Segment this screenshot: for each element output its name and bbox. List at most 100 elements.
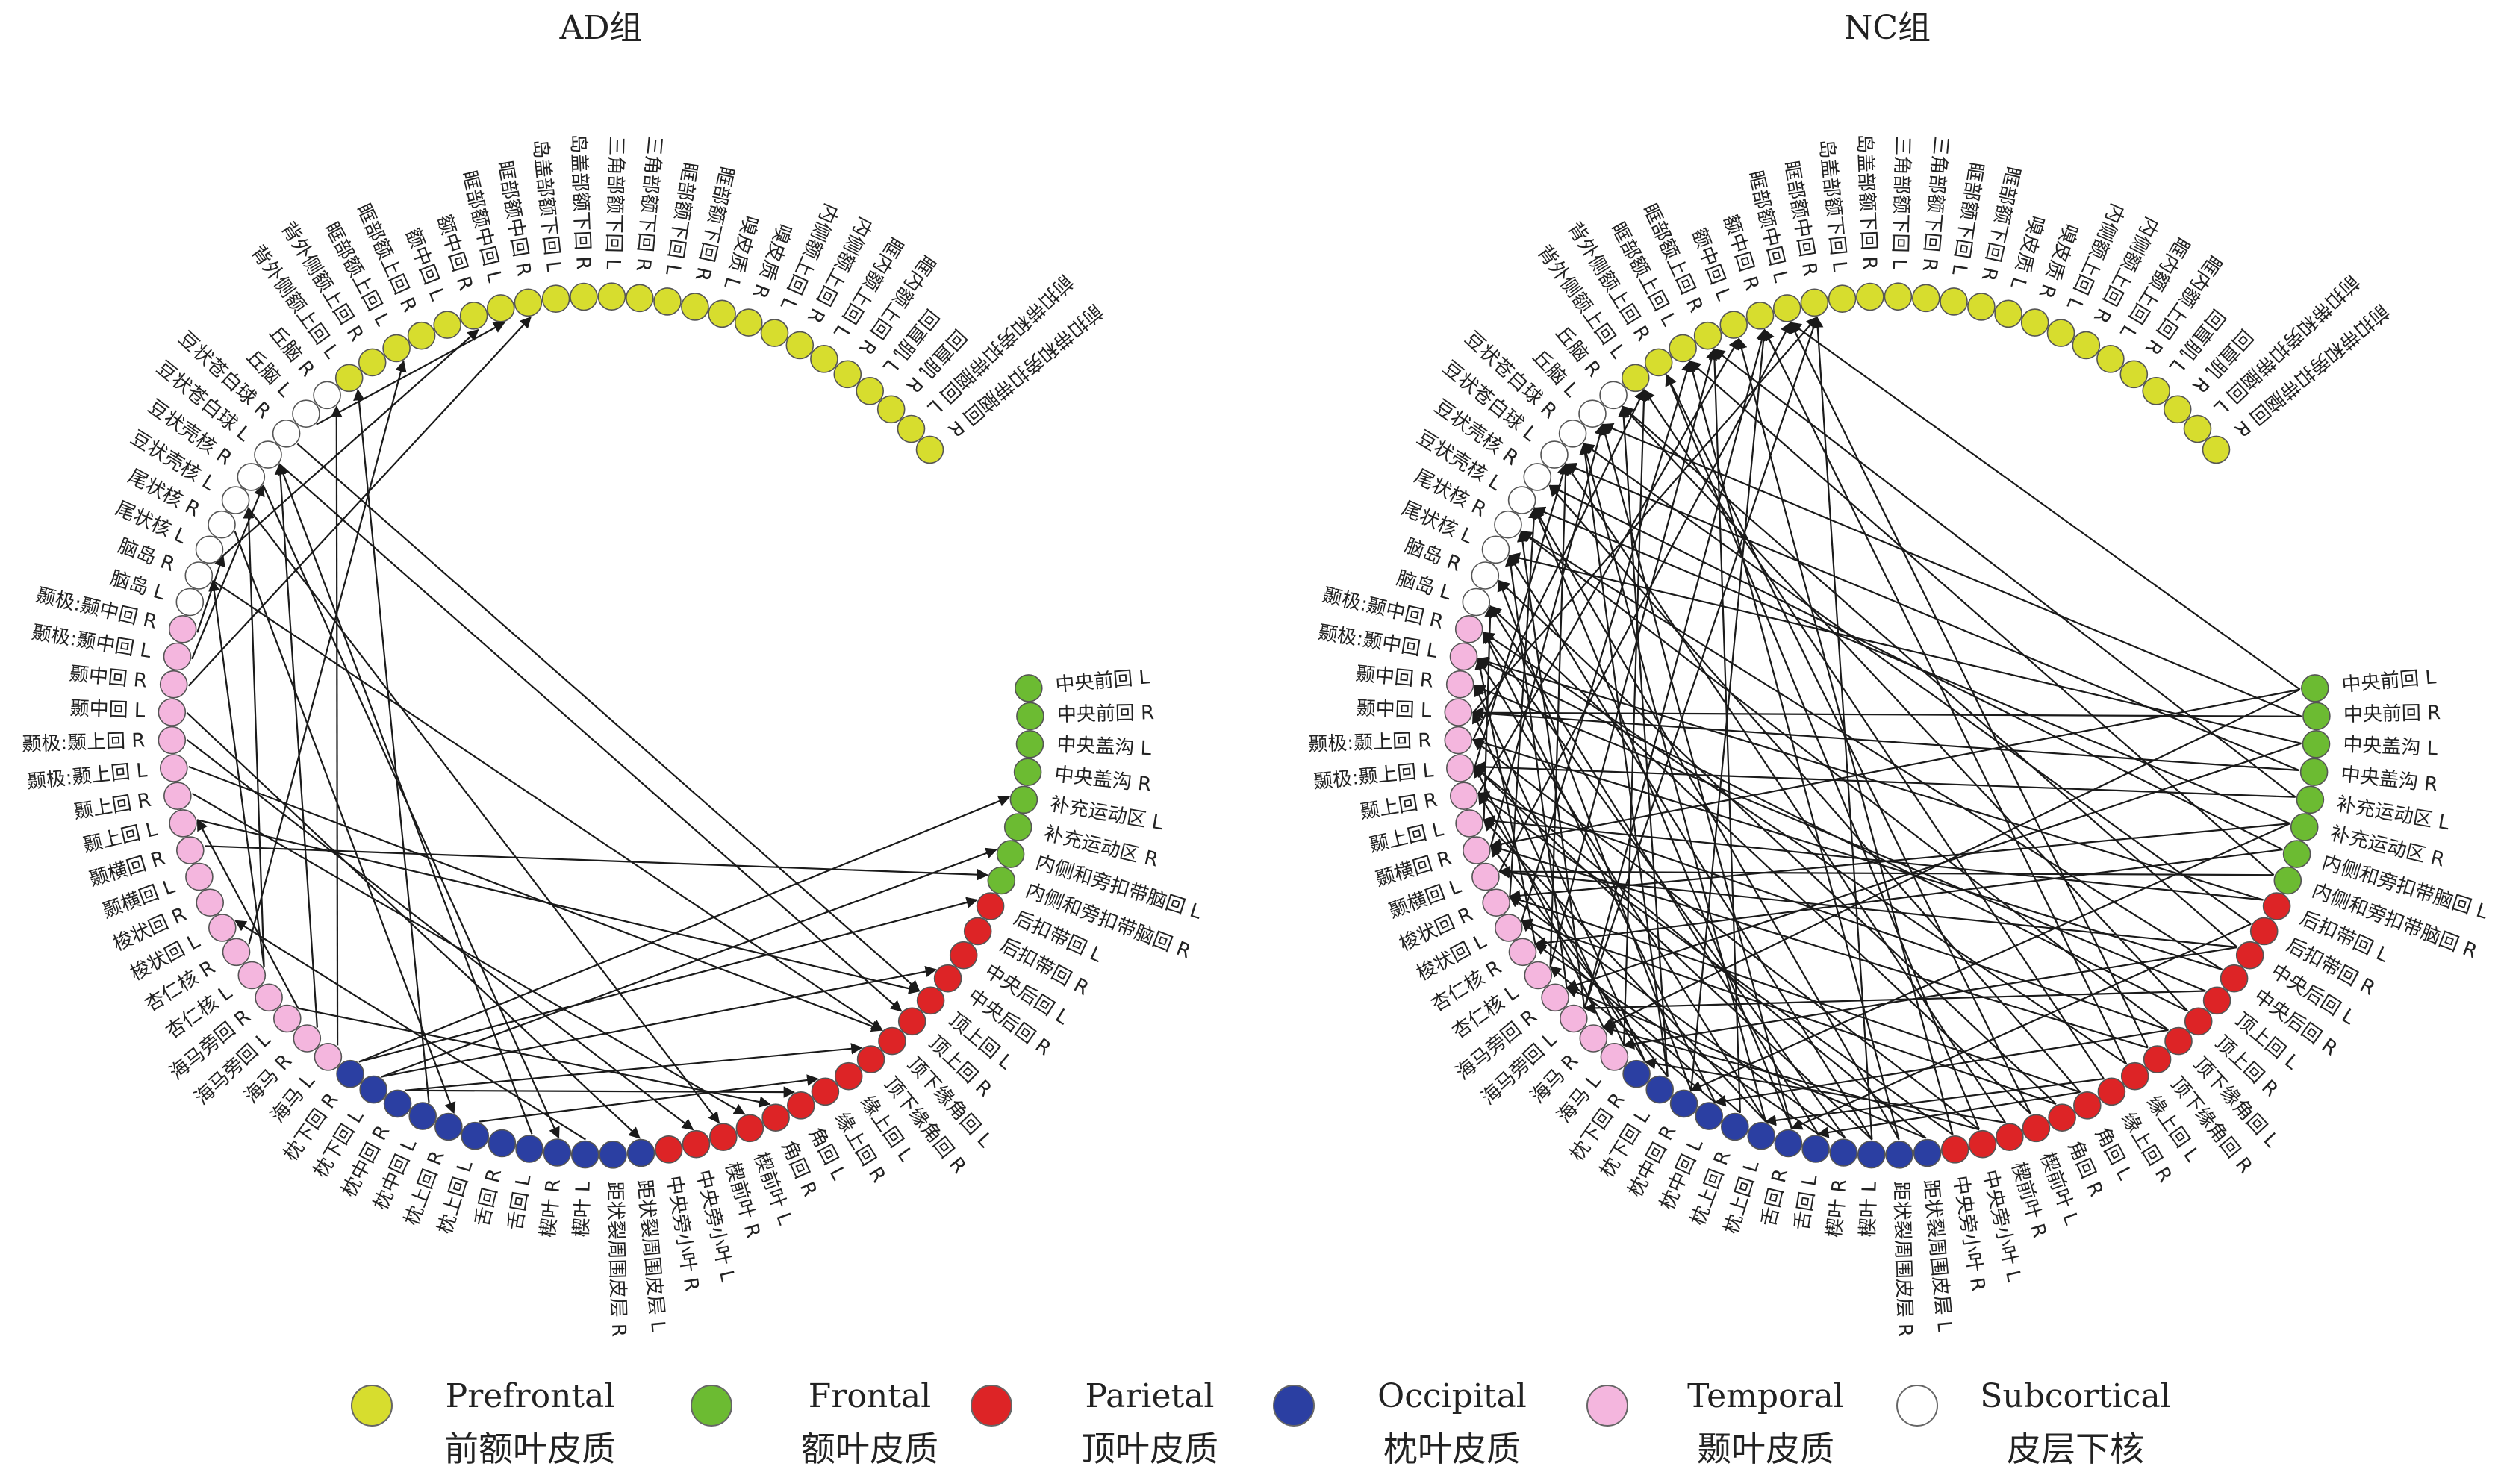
ad-edge-14	[186, 739, 694, 1131]
nc-node-parietal	[2073, 1091, 2102, 1120]
ad-node-prefrontal	[541, 284, 570, 314]
ad-roi-label: 舌回 L	[504, 1173, 535, 1232]
nc-node-occipital	[1885, 1141, 1913, 1169]
legend: Prefrontal 前额叶皮质 Frontal 额叶皮质 Parietal 顶叶皮质 Oc…	[0, 1370, 2498, 1482]
ad-roi-label: 舌回 R	[471, 1167, 506, 1229]
ad-edge-3	[381, 965, 938, 1078]
ad-roi-label: 颞中回 L	[69, 697, 146, 722]
nc-roi-label: 三角部额下回 R	[1918, 135, 1952, 272]
ad-node-parietal	[787, 1091, 815, 1120]
ad-node-occipital	[570, 1140, 599, 1169]
ad-edge-1	[358, 897, 978, 1063]
nc-roi-label: 距状裂周围皮层 L	[1919, 1179, 1955, 1333]
ad-node-parietal	[761, 1103, 790, 1132]
legend-label-zh: 前额叶皮质	[444, 1429, 616, 1469]
nc-edge-37	[1623, 388, 1650, 1046]
legend-label-en: Temporal	[1687, 1377, 1844, 1415]
ad-node-temporal	[163, 642, 192, 671]
nc-node-frontal	[2299, 758, 2329, 786]
nc-node-prefrontal	[1772, 294, 1801, 322]
nc-edge-74	[1622, 405, 2238, 948]
nc-edge-16	[1790, 321, 2149, 1048]
nc-node-temporal	[1495, 914, 1523, 942]
ad-edge-15	[208, 579, 265, 967]
ad-nodes	[158, 282, 1044, 1169]
nc-node-prefrontal	[1644, 348, 1673, 377]
nc-node-prefrontal	[1669, 334, 1697, 363]
ad-node-subcortical	[254, 440, 282, 469]
nc-node-temporal	[1524, 961, 1553, 990]
nc-nodes	[1444, 282, 2331, 1169]
nc-node-temporal	[1579, 1024, 1608, 1053]
nc-edge-82	[1508, 555, 1873, 1141]
nc-node-parietal	[2164, 1026, 2193, 1056]
nc-node-prefrontal	[2020, 308, 2049, 337]
nc-node-temporal	[1449, 642, 1478, 671]
nc-edge-69	[1477, 792, 1646, 1062]
nc-node-subcortical	[1494, 510, 1522, 539]
nc-node-temporal	[1560, 1004, 1588, 1033]
ad-node-frontal	[996, 840, 1025, 868]
ad-node-temporal	[272, 1004, 302, 1033]
nc-node-temporal	[1446, 754, 1474, 782]
ad-edge-6	[298, 1007, 771, 1108]
nc-edge-64	[1686, 360, 1900, 1141]
nc-node-parietal	[2262, 892, 2291, 920]
nc-edges	[1471, 316, 2302, 1141]
nc-node-subcortical	[1507, 486, 1536, 514]
ad-edge-17	[248, 360, 407, 945]
nc-edge-73	[1483, 815, 2264, 901]
ad-node-temporal	[293, 1024, 322, 1053]
ad-node-prefrontal	[625, 284, 654, 313]
nc-edge-96	[1474, 765, 1873, 1141]
ad-node-temporal	[314, 1043, 343, 1071]
ad-node-prefrontal	[653, 287, 682, 316]
ad-node-prefrontal	[810, 344, 838, 373]
ad-node-prefrontal	[915, 435, 944, 464]
nc-edge-22	[1644, 1058, 2006, 1124]
ad-node-occipital	[359, 1075, 388, 1104]
ad-node-prefrontal	[407, 321, 436, 350]
nc-node-parietal	[2220, 964, 2249, 993]
nc-edge-92	[1622, 946, 2237, 1050]
nc-edge-11	[1498, 867, 2237, 949]
nc-node-prefrontal	[1828, 284, 1857, 314]
nc-edge-55	[1498, 865, 2274, 878]
ad-node-parietal	[856, 1045, 885, 1073]
ad-roi-label: 中央盖沟 L	[1056, 734, 1152, 760]
ad-roi-label: 颞上回 R	[72, 789, 153, 824]
nc-node-temporal	[1463, 836, 1491, 864]
nc-roi-label: 脑岛 L	[1394, 567, 1454, 605]
ad-node-occipital	[599, 1141, 627, 1169]
ad-node-temporal	[159, 670, 188, 699]
ad-node-parietal	[949, 941, 978, 970]
ad-node-frontal	[1013, 758, 1042, 786]
ad-node-subcortical	[272, 419, 301, 448]
nc-edge-9	[1477, 656, 2264, 901]
nc-edge-75	[1474, 684, 2206, 992]
ad-node-prefrontal	[876, 395, 906, 424]
nc-node-temporal	[1454, 614, 1483, 643]
nc-node-frontal	[2290, 813, 2319, 841]
ad-roi-label: 脑岛 L	[108, 567, 168, 605]
nc-node-prefrontal	[1912, 284, 1940, 313]
legend-item-occipital: Occipital 枕叶皮质	[1273, 1370, 1572, 1482]
ad-edges	[186, 316, 1011, 1141]
nc-edge-18	[1764, 1078, 2105, 1126]
ad-node-temporal	[185, 862, 214, 891]
ad-node-frontal	[1009, 785, 1038, 814]
legend-item-frontal: Frontal 额叶皮质	[691, 1370, 989, 1482]
ad-node-prefrontal	[514, 288, 543, 317]
nc-edge-45	[1498, 321, 1792, 873]
nc-node-parietal	[1996, 1123, 2024, 1151]
ad-node-temporal	[237, 961, 267, 990]
nc-node-occipital	[1829, 1138, 1858, 1167]
nc-roi-label: 颞中回 L	[1356, 697, 1432, 722]
nc-roi-label: 岛盖部额下回 L	[1815, 138, 1851, 273]
legend-swatch-parietal	[971, 1385, 1012, 1427]
nc-edge-59	[1489, 844, 2149, 1049]
ad-node-occipital	[543, 1138, 572, 1167]
ad-node-prefrontal	[382, 334, 411, 363]
nc-edge-72	[1548, 484, 2284, 851]
